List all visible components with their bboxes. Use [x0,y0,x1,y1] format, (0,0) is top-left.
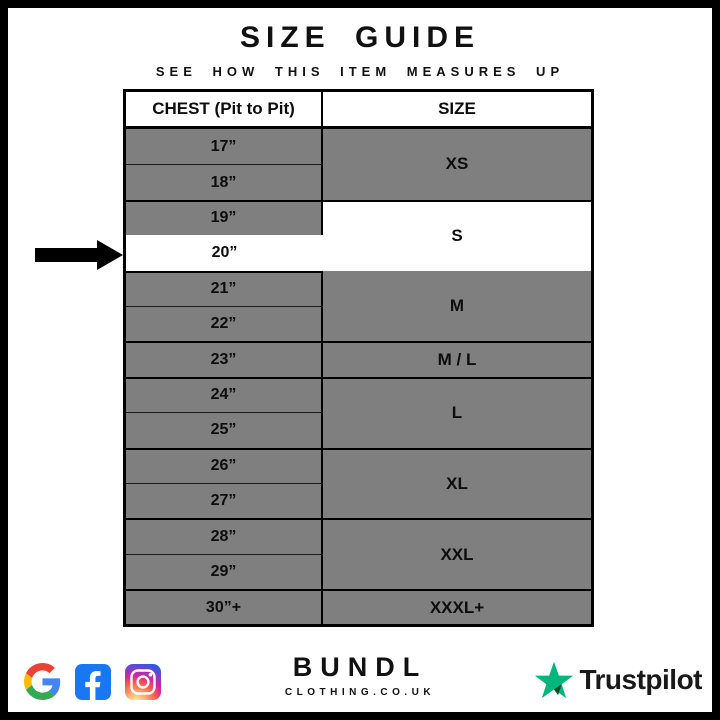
instagram-icon [125,663,161,700]
highlight-arrow-icon [35,240,123,270]
facebook-icon [75,663,111,700]
chest-cell-25: 25” [126,412,323,448]
brand-name: BUNDL [292,652,428,682]
trustpilot-label: Trustpilot [579,664,702,695]
page-title: SIZE GUIDE [239,21,481,54]
chest-column-header: CHEST (Pit to Pit) [126,92,323,129]
chest-cell-19: 19” [126,199,323,236]
chest-cell-17: 17” [126,129,323,165]
chest-cell-24: 24” [126,376,323,413]
chest-cell-28: 28” [126,518,323,554]
chest-cell-21: 21” [126,270,323,306]
chest-cell-26: 26” [126,447,323,483]
brand-logo: BUNDL CLOTHING.CO.UK [8,652,712,698]
chest-cell-20-highlighted: 20” [126,235,323,271]
size-cell-s-highlighted: S [323,199,591,271]
size-cell-m: M [323,270,591,342]
size-cell-xxxlplus: XXXL+ [323,589,591,625]
trustpilot-logo: Trustpilot [534,660,702,700]
google-icon [24,663,61,700]
chest-cell-18: 18” [126,164,323,200]
size-cell-m-l: M / L [323,341,591,377]
chest-cell-30plus: 30”+ [126,589,323,625]
size-column-header: SIZE [323,92,591,129]
size-cell-xs: XS [323,129,591,200]
trustpilot-star-icon [535,661,574,699]
social-logos [24,663,161,700]
brand-domain: CLOTHING.CO.UK [284,687,436,698]
chest-cell-27: 27” [126,482,323,519]
chest-cell-29: 29” [126,553,323,590]
size-cell-xxl: XXL [323,518,591,590]
size-cell-l: L [323,376,591,448]
size-cell-xl: XL [323,447,591,519]
chest-cell-23: 23” [126,341,323,377]
page-subtitle: SEE HOW THIS ITEM MEASURES UP [155,64,565,79]
size-guide-table: CHEST (Pit to Pit) SIZE 17” 18” 19” 20” … [123,89,594,628]
chest-cell-22: 22” [126,305,323,342]
